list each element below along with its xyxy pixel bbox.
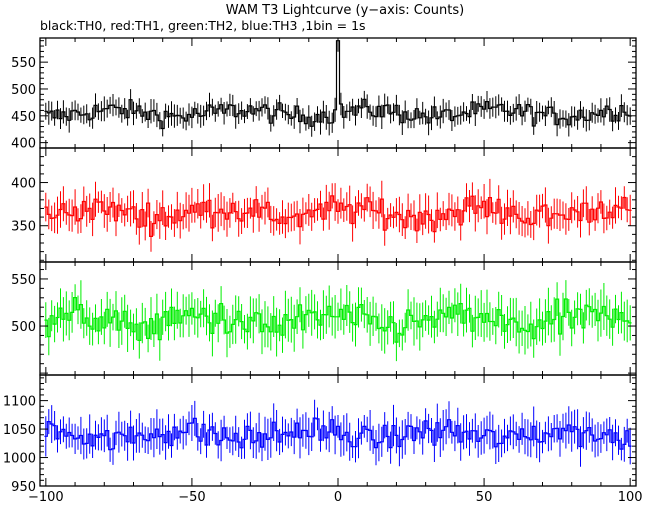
x-tick-label: −100 [28,490,64,505]
chart-subtitle: black:TH0, red:TH1, green:TH2, blue:TH3 … [40,18,366,33]
chart-title: WAM T3 Lightcurve (y−axis: Counts) [226,3,464,18]
series-th0 [44,38,632,137]
x-axis: −100 −50 0 50 100 [28,490,643,505]
error-bars [45,399,631,467]
y-tick-label: 450 [11,110,36,125]
y-tick-label: 550 [11,56,36,71]
x-ticks [45,148,631,262]
y-axis: 350 400 [11,156,636,261]
series-th3 [44,399,632,467]
error-bars [45,280,631,362]
y-tick-label: 500 [11,83,36,98]
y-axis: 950 1000 1050 1100 [3,377,636,495]
step-line [44,40,632,130]
x-tick-label: 50 [476,490,493,505]
y-tick-label: 1100 [3,395,36,410]
error-bars [45,178,631,252]
panel-frame [39,37,637,149]
x-ticks [45,262,631,375]
panel-th2: 500 550 [11,261,637,376]
y-axis: 400 450 500 550 [11,40,636,152]
x-tick-label: 0 [334,490,342,505]
y-tick-label: 400 [11,137,36,152]
step-line [44,195,632,237]
x-tick-label: −50 [178,490,205,505]
series-th1 [44,178,632,252]
y-tick-label: 1050 [3,423,36,438]
panel-th0: 400 450 500 550 [11,37,637,152]
series-th2 [44,280,632,362]
y-tick-label: 950 [11,480,36,495]
panels-group: 400 450 500 550 350 400 500 550 950 1000 1050 1100 [3,37,637,495]
y-tick-label: 350 [11,220,36,235]
x-ticks [45,38,631,148]
step-line [44,297,632,343]
x-tick-label: 100 [618,490,643,505]
panel-th1: 350 400 [11,147,637,263]
y-axis: 500 550 [11,269,636,374]
y-tick-label: 500 [11,320,36,335]
x-ticks [45,375,631,486]
y-tick-label: 1000 [3,452,36,467]
step-line [44,417,632,451]
panel-th3: 950 1000 1050 1100 [3,374,637,495]
y-tick-label: 550 [11,273,36,288]
y-tick-label: 400 [11,177,36,192]
